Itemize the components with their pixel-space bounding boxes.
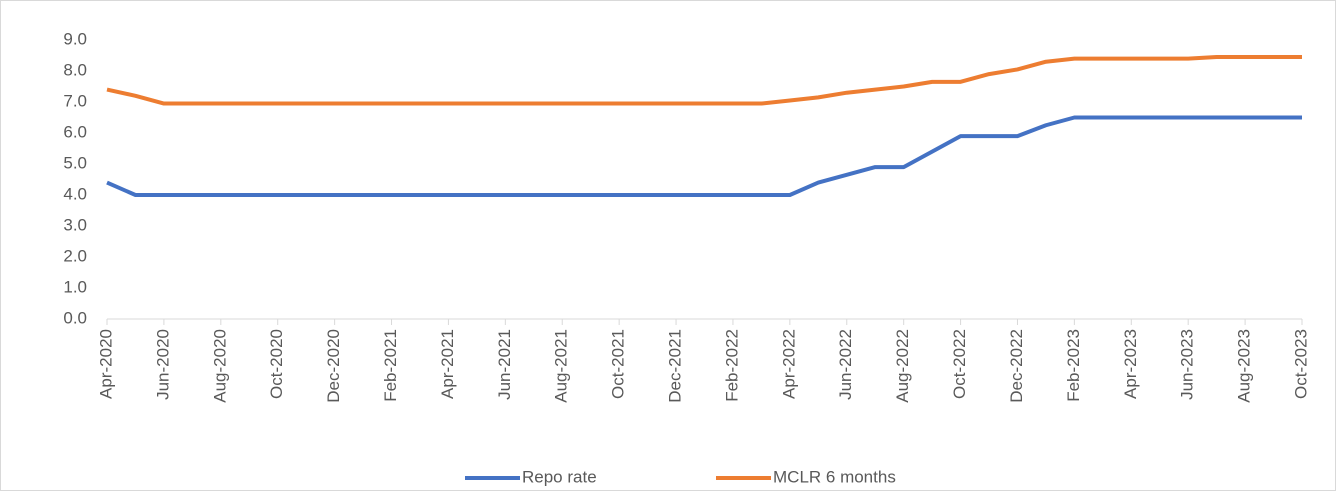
y-tick-label: 0.0 [63, 308, 87, 327]
x-tick-label: Apr-2020 [96, 329, 115, 399]
x-tick-label: Jun-2022 [836, 329, 855, 400]
x-tick-label: Aug-2021 [552, 329, 571, 403]
x-tick-label: Aug-2020 [210, 329, 229, 403]
x-tick-label: Oct-2023 [1291, 329, 1310, 399]
x-tick-label: Jun-2020 [153, 329, 172, 400]
legend-label: Repo rate [522, 467, 597, 486]
x-tick-label: Oct-2020 [267, 329, 286, 399]
x-tick-label: Dec-2022 [1007, 329, 1026, 403]
y-tick-label: 5.0 [63, 153, 87, 172]
x-tick-label: Aug-2022 [893, 329, 912, 403]
y-tick-label: 8.0 [63, 60, 87, 79]
x-tick-label: Jun-2023 [1178, 329, 1197, 400]
x-tick-label: Apr-2022 [779, 329, 798, 399]
y-tick-label: 3.0 [63, 215, 87, 234]
x-tick-label: Aug-2023 [1235, 329, 1254, 403]
line-series [106, 55, 1302, 106]
x-tick-label: Apr-2021 [438, 329, 457, 399]
y-tick-label: 2.0 [63, 246, 87, 265]
x-tick-label: Apr-2023 [1121, 329, 1140, 399]
x-tick-label: Feb-2023 [1064, 329, 1083, 402]
y-tick-label: 7.0 [63, 91, 87, 110]
y-tick-label: 4.0 [63, 184, 87, 203]
x-tick-label: Jun-2021 [495, 329, 514, 400]
y-tick-label: 9.0 [63, 29, 87, 48]
x-tick-label: Feb-2021 [381, 329, 400, 402]
y-tick-label: 1.0 [63, 277, 87, 296]
x-tick-label: Dec-2021 [666, 329, 685, 403]
x-tick-label: Dec-2020 [324, 329, 343, 403]
x-tick-label: Oct-2022 [950, 329, 969, 399]
y-tick-label: 6.0 [63, 122, 87, 141]
line-series [106, 115, 1302, 197]
x-tick-label: Feb-2022 [722, 329, 741, 402]
x-tick-label: Oct-2021 [609, 329, 628, 399]
legend-label: MCLR 6 months [773, 467, 896, 486]
